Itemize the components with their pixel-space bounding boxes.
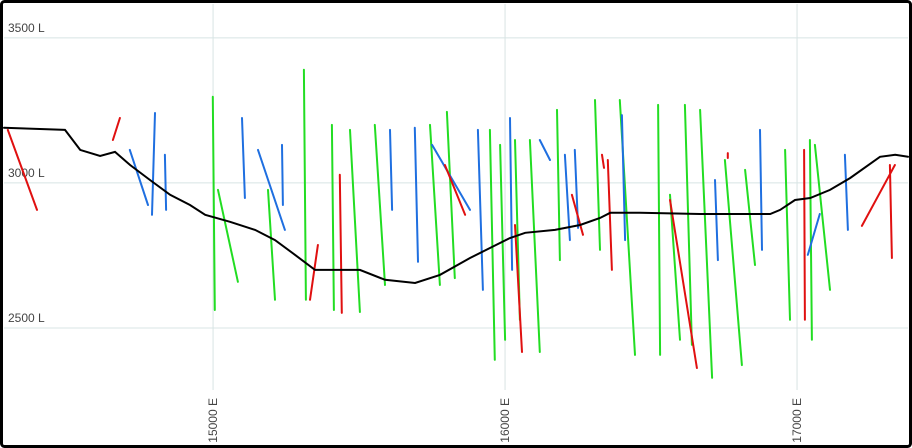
series-line bbox=[6, 117, 896, 369]
x-tick-label: 16000 E bbox=[498, 398, 512, 443]
series-line bbox=[128, 112, 849, 291]
x-tick-label: 15000 E bbox=[206, 398, 220, 443]
y-tick-label: 3000 L bbox=[8, 166, 45, 180]
x-tick-label: 17000 E bbox=[790, 398, 804, 443]
series-line bbox=[211, 68, 831, 379]
series-line bbox=[3, 126, 909, 285]
y-tick-label: 2500 L bbox=[8, 311, 45, 325]
y-tick-label: 3500 L bbox=[8, 21, 45, 35]
